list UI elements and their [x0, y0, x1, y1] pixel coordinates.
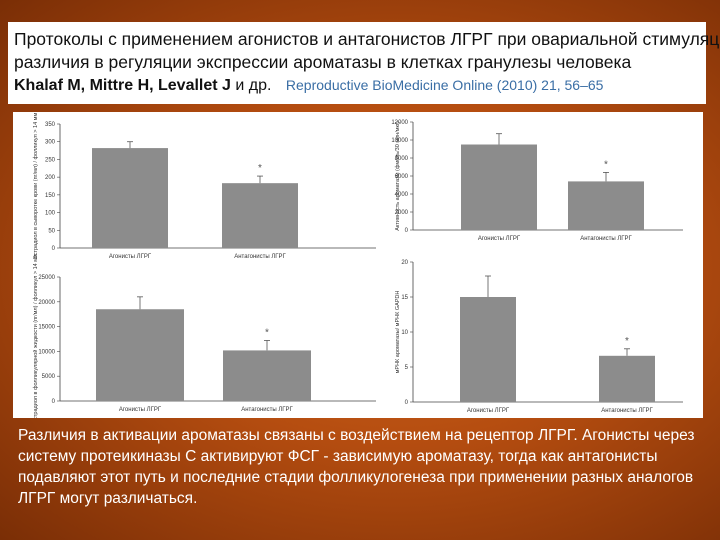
y-tick-label: 20 [401, 260, 408, 266]
x-category-label: Антагонисты ЛГРГ [234, 254, 286, 260]
y-axis-title: мРНК ароматазы/ мРНК GAPDH [395, 291, 401, 374]
y-tick-label: 20000 [38, 300, 55, 306]
title-box: Протоколы с применением агонистов и анта… [8, 22, 720, 104]
y-tick-label: 8000 [395, 156, 409, 162]
x-category-label: Антагонисты ЛГРГ [601, 408, 653, 414]
x-category-label: Агонисты ЛГРГ [119, 407, 162, 413]
authors: Khalaf M, Mittre H, Levallet J [14, 77, 231, 94]
y-tick-label: 250 [45, 157, 56, 163]
y-tick-label: 10000 [391, 138, 408, 144]
bar [599, 355, 655, 402]
y-axis-title: Активность ароматазы (фмоль/30 мин/мкг) [395, 121, 401, 231]
bar [460, 297, 516, 402]
y-axis-title: Эстрадиол в сыворотке крови (пг/мл) / фо… [33, 113, 39, 260]
authors-suffix: и др. [235, 77, 272, 94]
bar [96, 309, 184, 401]
bar [223, 350, 311, 401]
x-category-label: Агонисты ЛГРГ [478, 236, 521, 242]
y-tick-label: 5 [405, 365, 409, 371]
x-category-label: Агонисты ЛГРГ [109, 254, 152, 260]
y-tick-label: 0 [52, 399, 56, 405]
y-tick-label: 15000 [38, 325, 55, 331]
significance-star: * [265, 327, 269, 338]
bar [222, 183, 298, 248]
bar [461, 144, 537, 230]
y-tick-label: 350 [45, 122, 56, 128]
significance-star: * [258, 163, 262, 174]
y-axis-title: Эстрадиол в фолликулярной жидкости (пг/м… [32, 254, 39, 418]
authors-line: Khalaf M, Mittre H, Levallet J и др. Rep… [14, 74, 700, 97]
y-tick-label: 12000 [391, 120, 408, 126]
bar [92, 148, 168, 248]
y-tick-label: 150 [45, 193, 56, 199]
journal-citation: Reproductive BioMedicine Online (2010) 2… [285, 77, 604, 93]
y-tick-label: 15 [401, 295, 408, 301]
bar [568, 181, 644, 230]
y-tick-label: 100 [45, 211, 56, 217]
title-line-2: различия в регуляции экспрессии ароматаз… [14, 52, 632, 72]
caption-text: Различия в активации ароматазы связаны с… [18, 427, 695, 507]
x-category-label: Антагонисты ЛГРГ [580, 236, 632, 242]
y-tick-label: 10 [401, 330, 408, 336]
x-category-label: Антагонисты ЛГРГ [241, 407, 293, 413]
significance-star: * [604, 159, 608, 170]
y-tick-label: 50 [48, 228, 55, 234]
y-tick-label: 0 [405, 228, 409, 234]
significance-star: * [625, 336, 629, 347]
y-tick-label: 2000 [395, 210, 409, 216]
y-tick-label: 10000 [38, 349, 55, 355]
charts-panel: 0 50 100 150 200 250 300 350 Эстрадиол в сыворот… [13, 112, 703, 418]
y-tick-label: 0 [405, 400, 409, 406]
y-tick-label: 25000 [38, 275, 55, 281]
title-line-1: Протоколы с применением агонистов и анта… [14, 29, 720, 49]
y-tick-label: 0 [52, 246, 56, 252]
y-tick-label: 6000 [395, 174, 409, 180]
y-tick-label: 300 [45, 140, 56, 146]
y-tick-label: 4000 [395, 192, 409, 198]
x-category-label: Агонисты ЛГРГ [467, 408, 510, 414]
y-tick-label: 200 [45, 175, 56, 181]
y-tick-label: 5000 [42, 374, 56, 380]
